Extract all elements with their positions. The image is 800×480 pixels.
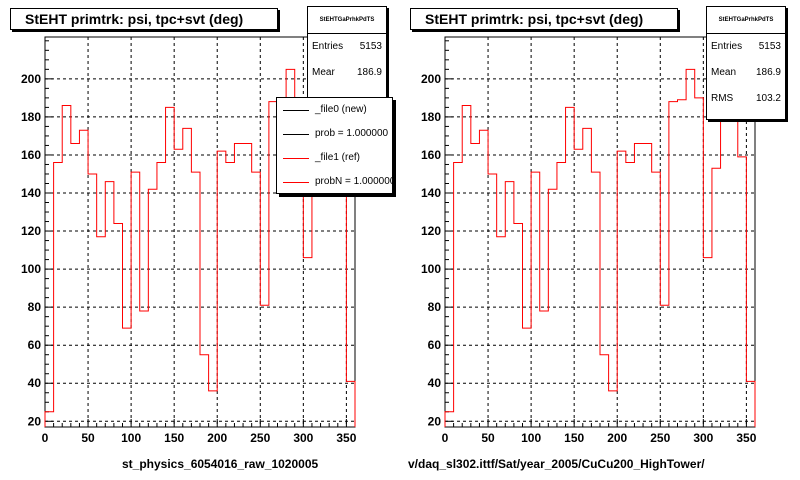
right-stats-header: StEHTGaPrhkPdTS bbox=[707, 7, 785, 34]
x-tick-label: 250 bbox=[250, 431, 270, 445]
legend-entry-new: _file0 (new) bbox=[277, 98, 392, 122]
left-title-text: StEHT primtrk: psi, tpc+svt (deg) bbox=[25, 11, 244, 27]
y-tick-label: 60 bbox=[28, 338, 42, 352]
legend-line-swatch bbox=[283, 181, 309, 183]
legend-entry-ref: _file1 (ref) bbox=[277, 146, 392, 170]
legend-label: probN = 1.000000 bbox=[315, 176, 393, 187]
stats-value: 103.2 bbox=[755, 93, 781, 104]
right-histogram-title: StEHT primtrk: psi, tpc+svt (deg) bbox=[410, 8, 678, 30]
y-tick-label: 20 bbox=[428, 414, 442, 428]
legend-label: _file0 (new) bbox=[315, 104, 367, 115]
x-tick-label: 100 bbox=[521, 431, 541, 445]
left-stats-box: StEHTGaPrhkPdTS Entries 5153 Mear 186.9 bbox=[307, 6, 387, 106]
right-title-text: StEHT primtrk: psi, tpc+svt (deg) bbox=[425, 11, 644, 27]
legend-entry-probn: probN = 1.000000 bbox=[277, 170, 393, 193]
stats-label: Entries bbox=[312, 41, 344, 52]
right-stats-entries: Entries 5153 bbox=[707, 34, 785, 60]
stats-value: 5153 bbox=[758, 41, 781, 52]
y-tick-label: 100 bbox=[21, 262, 41, 276]
left-footer-label: st_physics_6054016_raw_1020005 bbox=[122, 457, 319, 471]
x-tick-label: 300 bbox=[293, 431, 313, 445]
left-stats-mean: Mear 186.9 bbox=[308, 60, 386, 86]
stats-label: RMS bbox=[711, 93, 734, 104]
legend-entry-prob: prob = 1.000000 bbox=[277, 122, 392, 146]
x-tick-label: 350 bbox=[336, 431, 356, 445]
y-tick-label: 180 bbox=[421, 110, 441, 124]
right-stats-mean: Mean 186.9 bbox=[707, 60, 785, 86]
y-tick-label: 100 bbox=[421, 262, 441, 276]
y-tick-label: 160 bbox=[21, 148, 41, 162]
stats-value: 186.9 bbox=[755, 67, 781, 78]
y-tick-label: 120 bbox=[421, 224, 441, 238]
x-tick-label: 100 bbox=[121, 431, 141, 445]
x-tick-label: 150 bbox=[564, 431, 584, 445]
legend-label: prob = 1.000000 bbox=[315, 128, 389, 139]
legend-line-swatch bbox=[283, 109, 309, 111]
x-tick-label: 350 bbox=[736, 431, 756, 445]
right-footer-label: v/daq_sl302.ittf/Sat/year_2005/CuCu200_H… bbox=[408, 457, 705, 471]
right-plot: 0 50 100 150 200 250 300 350 20 40 60 80 100 120 140 16… bbox=[421, 36, 757, 445]
right-stats-rms: RMS 103.2 bbox=[707, 86, 785, 112]
stats-value: 186.9 bbox=[356, 67, 382, 78]
y-tick-label: 60 bbox=[428, 338, 442, 352]
right-stats-box: StEHTGaPrhkPdTS Entries 5153 Mean 186.9 … bbox=[706, 6, 786, 120]
y-tick-label: 40 bbox=[428, 376, 442, 390]
y-tick-label: 80 bbox=[28, 300, 42, 314]
legend-line-swatch bbox=[283, 133, 309, 135]
x-tick-label: 50 bbox=[481, 431, 495, 445]
x-tick-label: 0 bbox=[442, 431, 449, 445]
y-tick-label: 200 bbox=[21, 72, 41, 86]
legend-label: _file1 (ref) bbox=[315, 152, 361, 163]
legend-line-swatch bbox=[283, 157, 309, 159]
y-tick-label: 140 bbox=[421, 186, 441, 200]
y-tick-label: 160 bbox=[421, 148, 441, 162]
y-tick-label: 120 bbox=[21, 224, 41, 238]
left-legend: _file0 (new) prob = 1.000000 _file1 (ref… bbox=[276, 97, 393, 194]
x-tick-label: 200 bbox=[207, 431, 227, 445]
histogram-series-line bbox=[444, 59, 756, 427]
stats-label: Mear bbox=[312, 67, 335, 78]
x-tick-label: 150 bbox=[164, 431, 184, 445]
y-tick-label: 200 bbox=[421, 72, 441, 86]
y-tick-label: 180 bbox=[21, 110, 41, 124]
stats-label: Mean bbox=[711, 67, 737, 78]
left-histogram-title: StEHT primtrk: psi, tpc+svt (deg) bbox=[10, 8, 278, 30]
x-tick-label: 0 bbox=[42, 431, 49, 445]
y-tick-label: 140 bbox=[21, 186, 41, 200]
stats-label: Entries bbox=[711, 41, 743, 52]
left-stats-header: StEHTGaPrhkPdTS bbox=[308, 7, 386, 34]
left-stats-entries: Entries 5153 bbox=[308, 34, 386, 60]
x-tick-label: 50 bbox=[81, 431, 95, 445]
stats-value: 5153 bbox=[359, 41, 382, 52]
y-tick-label: 80 bbox=[428, 300, 442, 314]
y-tick-label: 40 bbox=[28, 376, 42, 390]
y-tick-label: 20 bbox=[28, 414, 42, 428]
x-tick-label: 200 bbox=[607, 431, 627, 445]
histogram-series-line bbox=[44, 59, 356, 427]
x-tick-label: 300 bbox=[693, 431, 713, 445]
x-tick-label: 250 bbox=[650, 431, 670, 445]
